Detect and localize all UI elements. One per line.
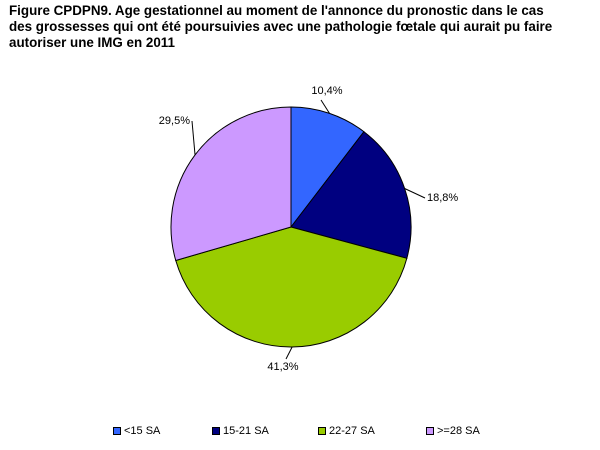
chart-title-line-1: Figure CPDPN9. Age gestationnel au momen…: [9, 3, 544, 18]
chart-title: Figure CPDPN9. Age gestationnel au momen…: [9, 3, 589, 51]
legend-swatch-lt15: [113, 427, 121, 435]
chart-title-line-3: autoriser une IMG en 2011: [9, 35, 175, 50]
legend-item-22-27: 22-27 SA: [318, 425, 375, 437]
legend-item-lt15: <15 SA: [113, 425, 160, 437]
legend-label-22-27: 22-27 SA: [329, 425, 375, 437]
pie-slice-gte28: [170, 106, 292, 262]
pie-slice-lt15: [290, 106, 365, 229]
pie-slice-22-27: [175, 226, 408, 348]
legend-label-gte28: >=28 SA: [437, 425, 480, 437]
legend-label-lt15: <15 SA: [124, 425, 161, 437]
data-label-lt15: 10,4%: [311, 85, 342, 97]
data-label-15-21: 18,8%: [427, 192, 458, 204]
legend-swatch-22-27: [318, 427, 326, 435]
legend-swatch-gte28: [426, 427, 434, 435]
data-label-22-27: 41,3%: [267, 361, 298, 373]
chart-title-line-2: des grossesses qui ont été poursuivies a…: [9, 19, 553, 34]
chart-legend: <15 SA 15-21 SA 22-27 SA >=28 SA: [0, 425, 600, 441]
legend-item-gte28: >=28 SA: [426, 425, 480, 437]
legend-label-15-21: 15-21 SA: [223, 425, 269, 437]
leader-line-lt15: [320, 99, 330, 114]
legend-swatch-15-21: [212, 427, 220, 435]
legend-item-15-21: 15-21 SA: [212, 425, 269, 437]
leader-line-gte28: [191, 120, 196, 155]
data-label-gte28: 29,5%: [159, 115, 190, 127]
leader-line-15-21: [404, 188, 426, 199]
leader-line-22-27: [285, 346, 293, 360]
